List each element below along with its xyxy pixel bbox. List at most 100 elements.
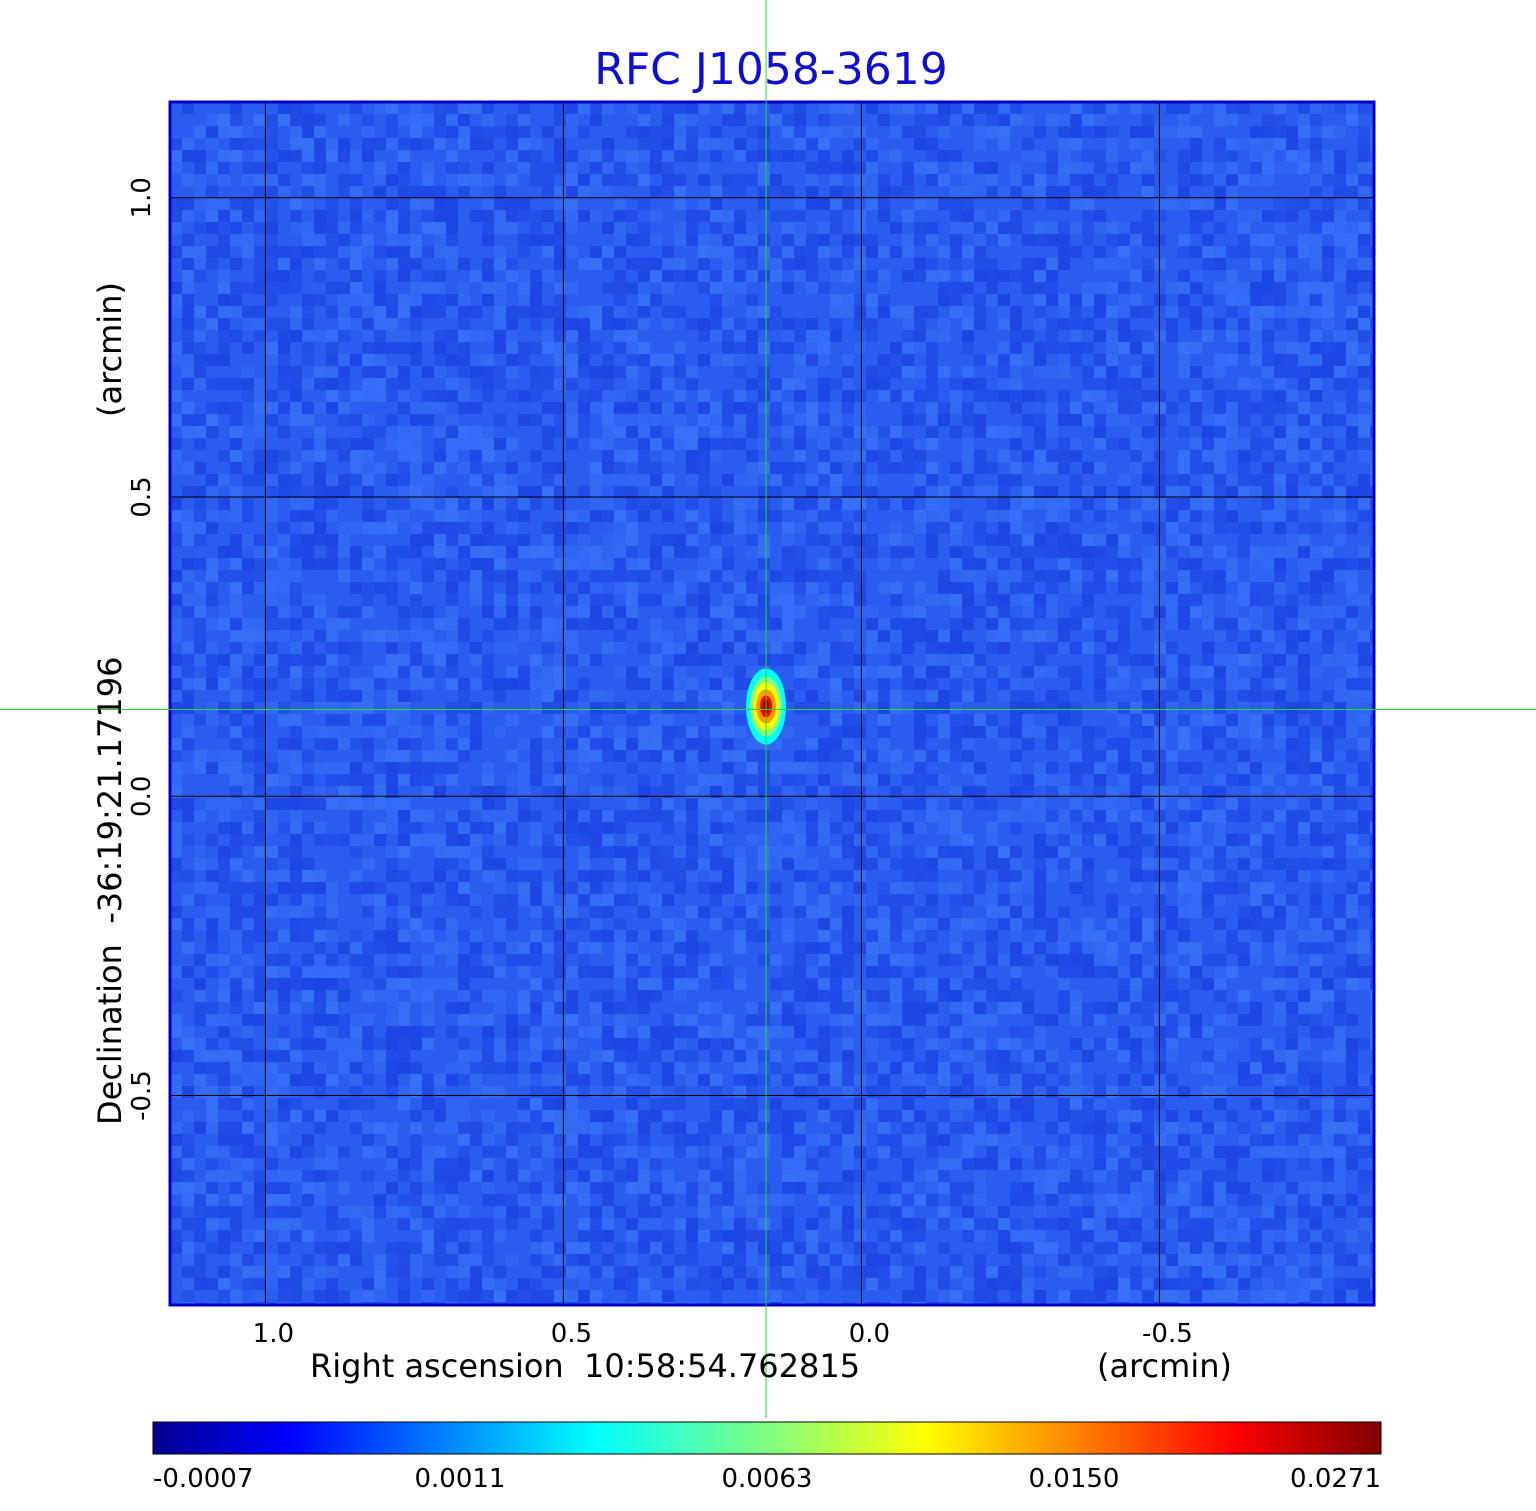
noise-cell xyxy=(734,474,746,486)
noise-cell xyxy=(1034,486,1046,498)
noise-cell xyxy=(470,594,482,606)
noise-cell xyxy=(1286,714,1298,726)
noise-cell xyxy=(446,942,458,954)
noise-cell xyxy=(830,678,842,690)
noise-cell xyxy=(1130,786,1142,798)
noise-cell xyxy=(566,894,578,906)
noise-cell xyxy=(734,282,746,294)
noise-cell xyxy=(1238,906,1250,918)
noise-cell xyxy=(506,390,518,402)
noise-cell xyxy=(794,450,806,462)
noise-cell xyxy=(830,474,842,486)
noise-cell xyxy=(554,870,566,882)
noise-cell xyxy=(1238,582,1250,594)
noise-cell xyxy=(1190,450,1202,462)
noise-cell xyxy=(1118,990,1130,1002)
noise-cell xyxy=(206,306,218,318)
noise-cell xyxy=(338,990,350,1002)
noise-cell xyxy=(254,246,266,258)
noise-cell xyxy=(1298,546,1310,558)
noise-cell xyxy=(1130,270,1142,282)
noise-cell xyxy=(1358,978,1370,990)
noise-cell xyxy=(542,570,554,582)
noise-cell xyxy=(638,102,650,114)
noise-cell xyxy=(254,570,266,582)
noise-cell xyxy=(410,246,422,258)
noise-cell xyxy=(1214,426,1226,438)
noise-cell xyxy=(938,282,950,294)
noise-cell xyxy=(1370,630,1374,642)
noise-cell xyxy=(566,522,578,534)
noise-cell xyxy=(650,486,662,498)
noise-cell xyxy=(1250,474,1262,486)
noise-cell xyxy=(1250,858,1262,870)
noise-cell xyxy=(1262,474,1274,486)
noise-cell xyxy=(818,990,830,1002)
noise-cell xyxy=(590,594,602,606)
noise-cell xyxy=(698,690,710,702)
noise-cell xyxy=(338,726,350,738)
noise-cell xyxy=(854,582,866,594)
noise-cell xyxy=(662,726,674,738)
noise-cell xyxy=(1298,294,1310,306)
noise-cell xyxy=(290,210,302,222)
noise-cell xyxy=(602,570,614,582)
noise-cell xyxy=(710,714,722,726)
noise-cell xyxy=(854,462,866,474)
noise-cell xyxy=(1190,282,1202,294)
noise-cell xyxy=(782,378,794,390)
noise-cell xyxy=(1142,786,1154,798)
noise-cell xyxy=(1022,702,1034,714)
noise-cell xyxy=(362,906,374,918)
noise-cell xyxy=(590,162,602,174)
noise-cell xyxy=(986,978,998,990)
noise-cell xyxy=(350,606,362,618)
noise-cell xyxy=(686,930,698,942)
noise-cell xyxy=(182,726,194,738)
noise-cell xyxy=(1310,246,1322,258)
noise-cell xyxy=(590,486,602,498)
noise-cell xyxy=(422,174,434,186)
noise-cell xyxy=(782,846,794,858)
noise-cell xyxy=(1346,174,1358,186)
noise-cell xyxy=(926,498,938,510)
noise-cell xyxy=(1226,570,1238,582)
noise-cell xyxy=(182,570,194,582)
noise-cell xyxy=(1166,186,1178,198)
noise-cell xyxy=(1010,114,1022,126)
noise-cell xyxy=(914,678,926,690)
noise-cell xyxy=(410,630,422,642)
noise-cell xyxy=(1082,162,1094,174)
noise-cell xyxy=(518,162,530,174)
noise-cell xyxy=(1082,834,1094,846)
noise-cell xyxy=(1190,342,1202,354)
noise-cell xyxy=(890,306,902,318)
noise-cell xyxy=(986,714,998,726)
noise-cell xyxy=(1358,174,1370,186)
noise-cell xyxy=(1226,102,1238,114)
noise-cell xyxy=(1106,282,1118,294)
noise-cell xyxy=(830,786,842,798)
noise-cell xyxy=(866,474,878,486)
noise-cell xyxy=(1082,462,1094,474)
noise-cell xyxy=(926,234,938,246)
noise-cell xyxy=(1034,894,1046,906)
noise-cell xyxy=(1310,186,1322,198)
noise-cell xyxy=(410,882,422,894)
noise-cell xyxy=(530,858,542,870)
noise-cell xyxy=(446,774,458,786)
noise-cell xyxy=(1358,702,1370,714)
noise-cell xyxy=(386,942,398,954)
noise-cell xyxy=(1022,1002,1034,1014)
noise-cell xyxy=(842,534,854,546)
noise-cell xyxy=(182,894,194,906)
noise-cell xyxy=(338,978,350,990)
noise-cell xyxy=(1226,1002,1238,1014)
noise-cell xyxy=(1022,606,1034,618)
noise-cell xyxy=(590,438,602,450)
noise-cell xyxy=(626,582,638,594)
noise-cell xyxy=(1334,654,1346,666)
noise-cell xyxy=(902,462,914,474)
noise-cell xyxy=(842,162,854,174)
noise-cell xyxy=(482,426,494,438)
